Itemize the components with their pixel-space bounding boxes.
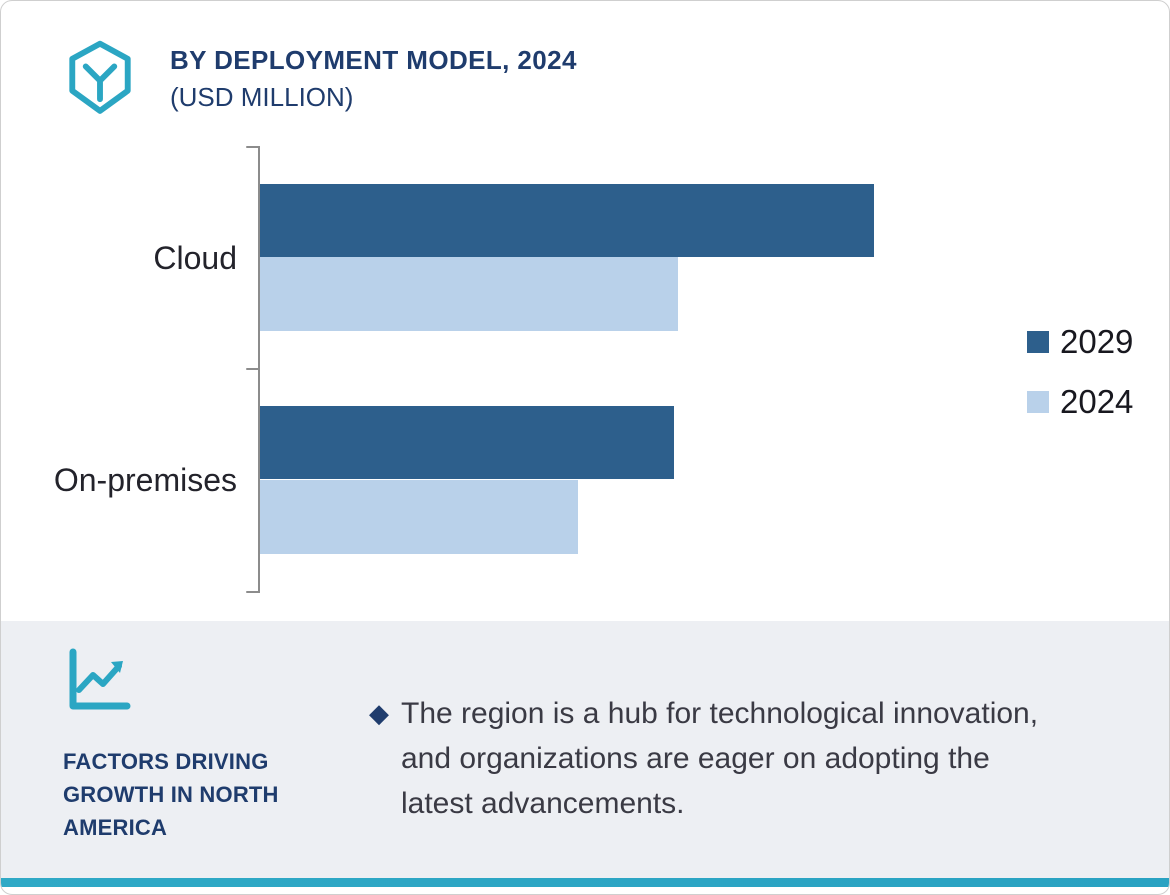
legend-swatch-2029 xyxy=(1027,331,1049,353)
insight-bullet: ◆ The region is a hub for technological … xyxy=(369,691,1069,826)
accent-bottom-strip xyxy=(1,878,1169,887)
y-axis-line xyxy=(258,146,260,593)
hexagon-logo-icon xyxy=(58,37,142,121)
bar-onpremises-2029 xyxy=(260,406,675,479)
bar-onpremises-2024 xyxy=(260,480,579,554)
category-label-cloud: Cloud xyxy=(153,240,237,276)
legend-item-2024: 2024 xyxy=(1027,383,1133,421)
insight-heading: FACTORS DRIVING GROWTH IN NORTH AMERICA xyxy=(63,749,279,840)
bar-cloud-2029 xyxy=(260,184,875,257)
bar-chart-plot-area xyxy=(260,146,1000,593)
bar-cloud-2024 xyxy=(260,257,679,331)
chart-header: BY DEPLOYMENT MODEL, 2024 (USD MILLION) xyxy=(58,37,577,121)
axis-tick xyxy=(246,146,259,148)
legend-swatch-2024 xyxy=(1027,391,1049,413)
legend-item-2029: 2029 xyxy=(1027,323,1133,361)
chart-subtitle: (USD MILLION) xyxy=(170,82,354,112)
legend-label-2024: 2024 xyxy=(1060,383,1134,420)
chart-legend: 2029 2024 xyxy=(1027,323,1133,443)
legend-label-2029: 2029 xyxy=(1060,323,1134,360)
line-chart-icon xyxy=(61,646,133,718)
diamond-bullet-icon: ◆ xyxy=(369,698,389,728)
axis-tick xyxy=(246,368,259,370)
insight-bullet-text: The region is a hub for technological in… xyxy=(401,697,1039,820)
chart-title: BY DEPLOYMENT MODEL, 2024 xyxy=(170,45,577,75)
category-label-onpremises: On-premises xyxy=(53,462,237,498)
chart-title-block: BY DEPLOYMENT MODEL, 2024 (USD MILLION) xyxy=(170,45,577,113)
insight-panel: FACTORS DRIVING GROWTH IN NORTH AMERICA … xyxy=(1,621,1169,879)
axis-tick xyxy=(246,591,259,593)
